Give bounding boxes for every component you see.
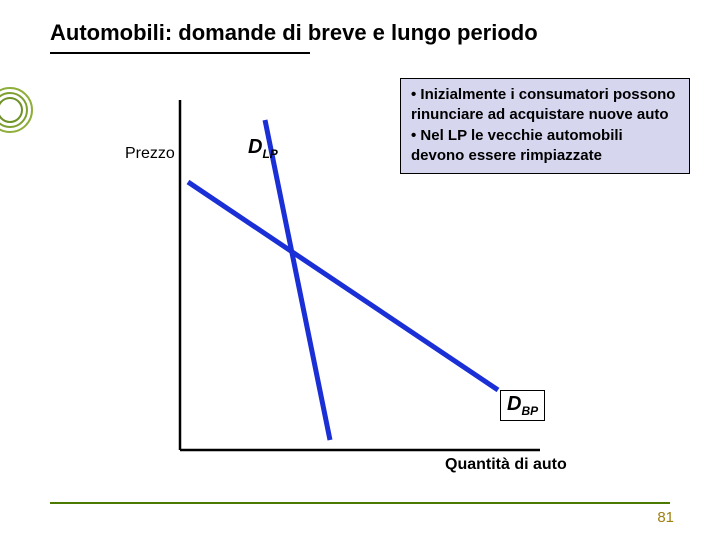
explanation-callout: • Inizialmente i consumatori possono rin…	[400, 78, 690, 174]
dlp-sub: LP	[262, 147, 277, 161]
title-underline	[50, 52, 310, 54]
y-axis-label: Prezzo	[125, 145, 175, 163]
bullet-1: • Inizialmente i consumatori possono rin…	[411, 85, 679, 124]
dlp-base: D	[248, 136, 262, 158]
dbp-base: D	[507, 393, 521, 415]
x-axis-label: Quantità di auto	[445, 456, 567, 474]
rings-decor-icon	[0, 80, 50, 140]
dlp-curve-label: DLP	[248, 136, 278, 161]
dbp-sub: BP	[521, 404, 538, 418]
dbp-curve-label: DBP	[500, 390, 545, 421]
page-number: 81	[657, 509, 674, 526]
bullet-2: • Nel LP le vecchie automobili devono es…	[411, 126, 679, 165]
footer-divider	[50, 502, 670, 504]
slide-title: Automobili: domande di breve e lungo per…	[50, 20, 538, 46]
